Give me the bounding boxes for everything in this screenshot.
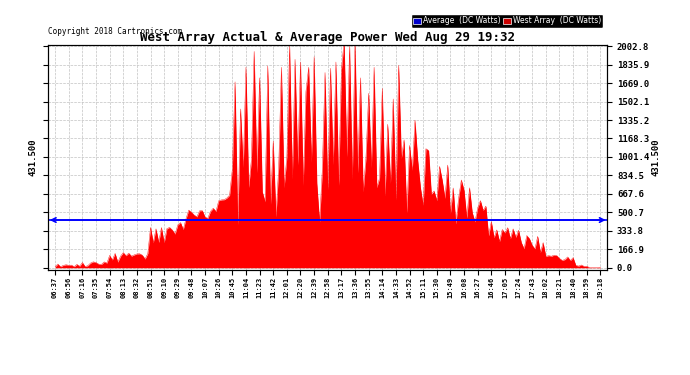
Y-axis label: 431.500: 431.500 <box>652 139 661 176</box>
Text: Copyright 2018 Cartronics.com: Copyright 2018 Cartronics.com <box>48 27 182 36</box>
Title: West Array Actual & Average Power Wed Aug 29 19:32: West Array Actual & Average Power Wed Au… <box>140 31 515 44</box>
Legend: Average  (DC Watts), West Array  (DC Watts): Average (DC Watts), West Array (DC Watts… <box>411 14 603 27</box>
Y-axis label: 431.500: 431.500 <box>28 139 37 176</box>
